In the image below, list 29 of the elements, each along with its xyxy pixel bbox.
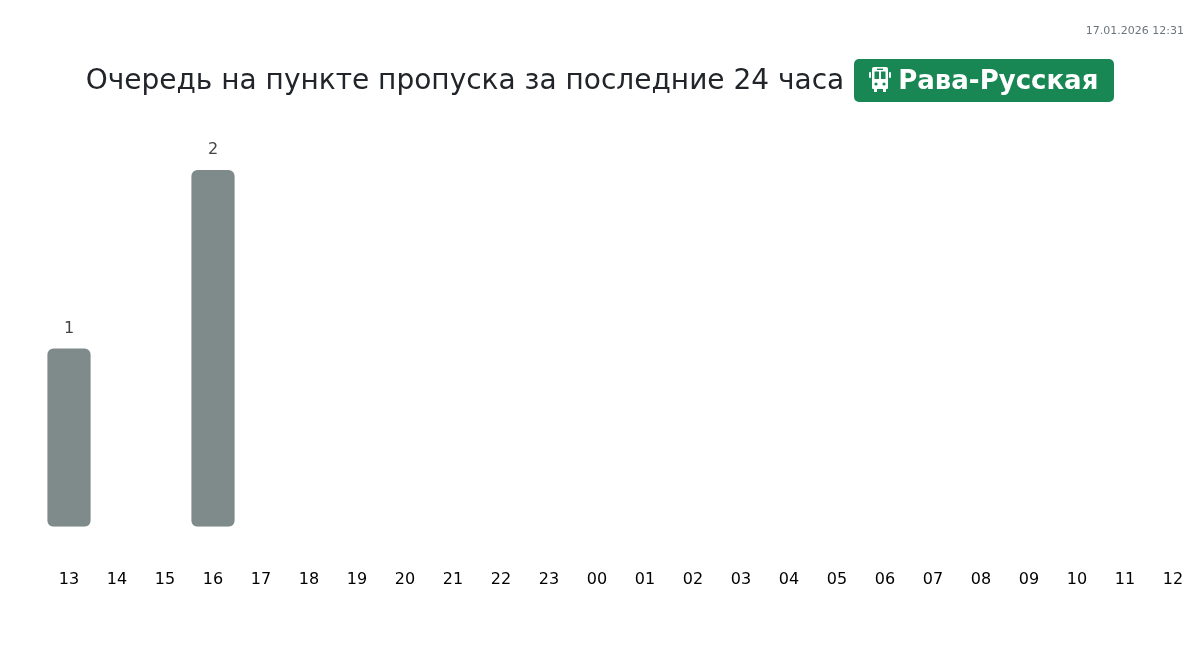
- x-tick-label: 22: [490, 568, 512, 588]
- chart-subtitle: Рава-Русская: [898, 65, 1099, 95]
- x-tick-label: 01: [634, 568, 656, 588]
- x-tick-label: 00: [586, 568, 608, 588]
- x-tick-label: 12: [1162, 568, 1184, 588]
- x-tick-label: 21: [442, 568, 464, 588]
- x-tick-label: 04: [778, 568, 800, 588]
- x-tick-label: 05: [826, 568, 848, 588]
- x-tick-label: 17: [250, 568, 272, 588]
- x-tick-label: 13: [58, 568, 80, 588]
- chart-title: Очередь на пункте пропуска за последние 24 часа: [85, 62, 845, 98]
- x-tick-label: 06: [874, 568, 896, 588]
- x-tick-label: 19: [346, 568, 368, 588]
- x-tick-label: 02: [682, 568, 704, 588]
- x-tick-label: 08: [970, 568, 992, 588]
- x-tick-label: 18: [298, 568, 320, 588]
- x-tick-label: 14: [106, 568, 128, 588]
- x-tick-label: 16: [202, 568, 224, 588]
- x-tick-label: 07: [922, 568, 944, 588]
- data-label: 2: [207, 139, 219, 159]
- x-tick-label: 15: [154, 568, 176, 588]
- text: 17.01.2026 12:31: [1085, 24, 1184, 38]
- x-tick-label: 09: [1018, 568, 1040, 588]
- x-tick-label: 23: [538, 568, 560, 588]
- x-tick-label: 20: [394, 568, 416, 588]
- data-label: 1: [63, 317, 75, 337]
- x-tick-label: 11: [1114, 568, 1136, 588]
- x-tick-label: 03: [730, 568, 752, 588]
- x-tick-label: 10: [1066, 568, 1088, 588]
